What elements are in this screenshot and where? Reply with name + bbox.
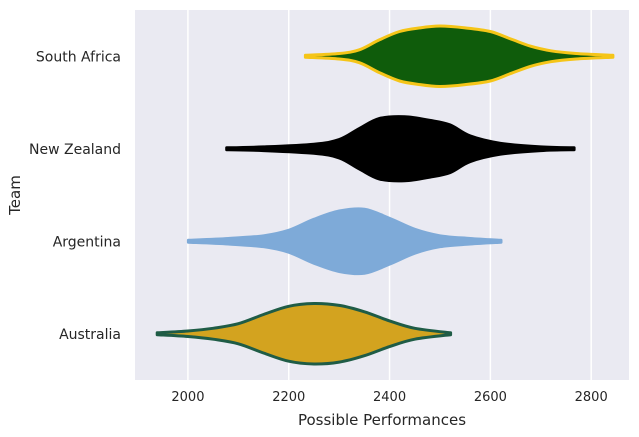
violin-south-africa: [303, 24, 615, 88]
violin-argentina: [186, 207, 503, 276]
x-tick-label: 2200: [272, 390, 305, 405]
violins: [155, 24, 615, 366]
x-tick-label: 2800: [575, 390, 608, 405]
y-tick-label: Argentina: [53, 234, 121, 250]
y-tick-label: New Zealand: [29, 142, 121, 158]
violin-new-zealand: [225, 115, 576, 183]
x-tick-label: 2600: [474, 390, 507, 405]
x-tick-label: 2400: [373, 390, 406, 405]
x-tick-label: 2000: [171, 390, 204, 405]
x-tick-labels: 2000 2200 2400 2600 2800: [171, 390, 607, 405]
y-tick-labels: South Africa New Zealand Argentina Australi…: [29, 49, 121, 343]
y-tick-label: South Africa: [36, 49, 121, 65]
y-axis-label: Team: [6, 175, 24, 216]
y-tick-label: Australia: [59, 327, 121, 343]
x-axis-label: Possible Performances: [298, 411, 466, 429]
violin-australia: [155, 301, 453, 366]
